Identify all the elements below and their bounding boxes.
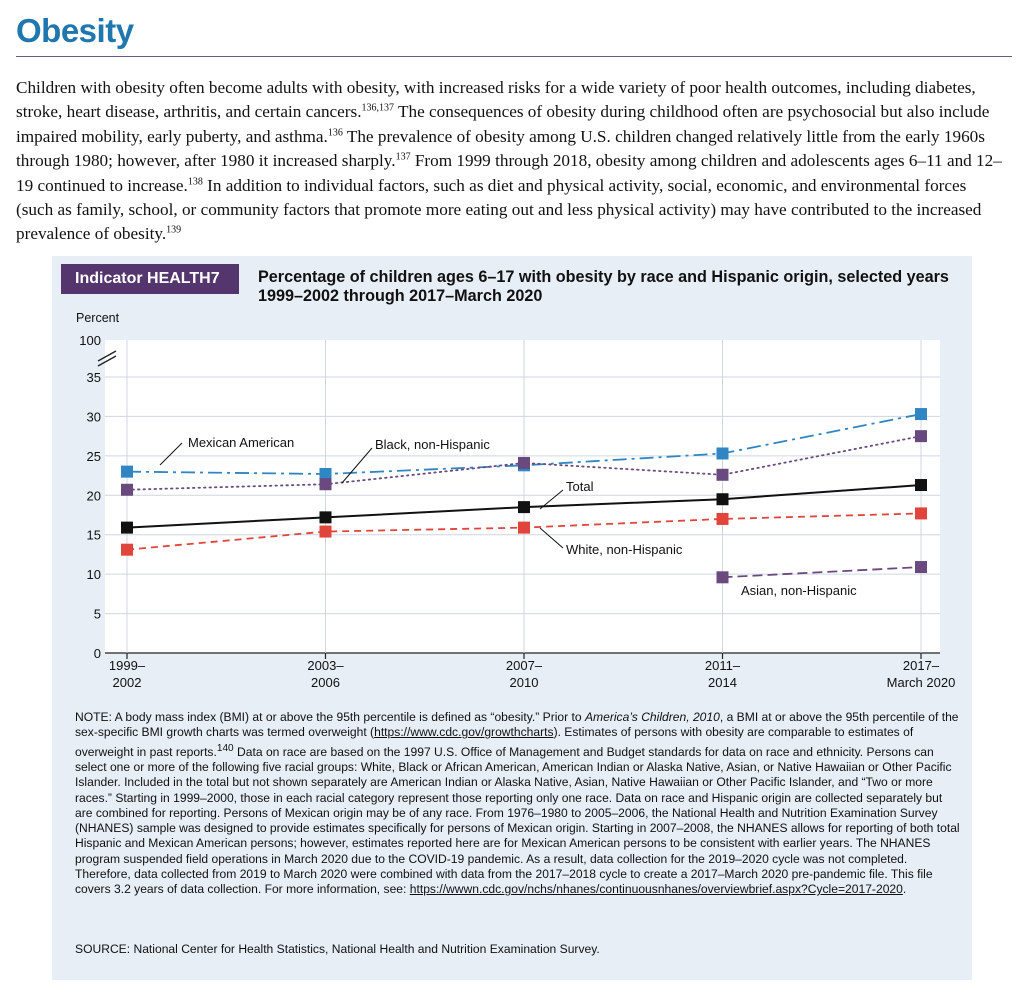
data-point-white-non-hispanic bbox=[518, 521, 530, 534]
series-label-leader bbox=[341, 447, 373, 484]
data-point-black-non-hispanic bbox=[319, 478, 332, 491]
data-point-total bbox=[319, 511, 332, 524]
note-text: NOTE: A body mass index (BMI) at or abov… bbox=[75, 710, 585, 724]
series-line-asian-non-hispanic bbox=[722, 566, 922, 579]
x-tick-label: 2007– bbox=[506, 658, 543, 673]
series-label: Black, non-Hispanic bbox=[375, 437, 490, 452]
series-label-leader bbox=[159, 442, 183, 466]
figure-title: Percentage of children ages 6–17 with ob… bbox=[258, 268, 949, 305]
obesity-line-chart: 0 5 10 15 20 25 30 35 100 Percent 1999– 2002 2003– 20… bbox=[76, 311, 956, 690]
note-link[interactable]: https://www.cdc.gov/growthcharts bbox=[374, 725, 554, 740]
heading-divider bbox=[16, 56, 1012, 57]
citation-ref: 136,137 bbox=[361, 102, 395, 114]
citation-ref: 140 bbox=[216, 742, 234, 754]
data-point-white-non-hispanic bbox=[915, 507, 927, 520]
data-point-total bbox=[915, 479, 927, 492]
note-text: ). Estimates of persons with obesity are… bbox=[75, 725, 914, 759]
series-label: Asian, non-Hispanic bbox=[741, 583, 857, 598]
x-tick-label: 2011– bbox=[705, 658, 741, 673]
note-text: , a BMI at or above the 95th percentile … bbox=[75, 710, 959, 740]
note-link[interactable]: https://wwwn.cdc.gov/nchs/nhanes/continu… bbox=[409, 882, 903, 897]
series-label-leader bbox=[539, 527, 564, 549]
note-italic: America’s Children, 2010 bbox=[584, 710, 720, 724]
y-tick-label: 25 bbox=[87, 449, 101, 464]
series-label: Total bbox=[566, 479, 594, 494]
x-tick-label: 2006 bbox=[311, 675, 340, 690]
note-text: Data on race are based on the 1997 U.S. … bbox=[75, 744, 960, 897]
y-tick-label: 5 bbox=[94, 607, 101, 622]
data-point-mexican-american bbox=[915, 408, 927, 421]
data-point-mexican-american bbox=[716, 447, 729, 460]
intro-paragraph: Children with obesity often become adult… bbox=[16, 76, 1006, 247]
series-label-leader bbox=[539, 489, 564, 510]
page-heading: Obesity bbox=[16, 12, 134, 49]
data-point-white-non-hispanic bbox=[121, 543, 133, 556]
data-point-total bbox=[518, 501, 530, 514]
x-tick-label: March 2020 bbox=[887, 675, 956, 690]
plot-area bbox=[105, 340, 940, 653]
y-tick-label: 35 bbox=[87, 370, 101, 385]
y-tick-label: 15 bbox=[87, 528, 101, 543]
citation-ref: 136 bbox=[327, 127, 343, 139]
data-point-white-non-hispanic bbox=[716, 512, 729, 525]
x-tick-label: 2002 bbox=[113, 675, 142, 690]
data-point-total bbox=[121, 521, 133, 534]
data-point-black-non-hispanic bbox=[915, 430, 927, 443]
y-tick-label: 0 bbox=[94, 646, 101, 661]
x-tick-label: 2010 bbox=[510, 675, 539, 690]
series-label: Mexican American bbox=[188, 435, 294, 450]
x-tick-label: 1999– bbox=[109, 658, 146, 673]
y-tick-label: 20 bbox=[87, 488, 101, 503]
data-point-white-non-hispanic bbox=[319, 525, 332, 538]
figure-note: NOTE: A body mass index (BMI) at or abov… bbox=[75, 710, 960, 898]
data-point-total bbox=[716, 493, 729, 506]
intro-text: In addition to individual factors, such … bbox=[16, 175, 982, 244]
intro-text: From 1999 through 2018, obesity among ch… bbox=[16, 151, 1002, 195]
note-text: . bbox=[902, 882, 907, 897]
axis-break-mark bbox=[97, 350, 117, 362]
citation-ref: 137 bbox=[395, 151, 411, 163]
indicator-badge: Indicator HEALTH7 bbox=[61, 264, 239, 294]
y-top-tick-label: 100 bbox=[79, 333, 101, 348]
x-tick-label: 2014 bbox=[708, 675, 737, 690]
data-point-mexican-american bbox=[121, 465, 133, 478]
data-point-black-non-hispanic bbox=[716, 468, 729, 481]
data-point-asian-non-hispanic bbox=[716, 571, 729, 584]
citation-ref: 138 bbox=[187, 175, 203, 187]
intro-text: The consequences of obesity during child… bbox=[16, 102, 990, 146]
y-axis-label: Percent bbox=[76, 311, 120, 325]
x-tick-label: 2003– bbox=[307, 658, 344, 673]
citation-ref: 139 bbox=[166, 224, 182, 236]
data-point-black-non-hispanic bbox=[121, 483, 133, 496]
series-label: White, non-Hispanic bbox=[566, 542, 683, 557]
data-point-black-non-hispanic bbox=[518, 456, 530, 469]
axis-break-mark bbox=[97, 355, 117, 367]
data-point-mexican-american bbox=[319, 467, 332, 480]
intro-text: The prevalence of obesity among U.S. chi… bbox=[16, 126, 985, 171]
intro-text: Children with obesity often become adult… bbox=[16, 78, 976, 122]
data-point-asian-non-hispanic bbox=[915, 561, 927, 574]
x-tick-label: 2017– bbox=[903, 658, 940, 673]
figure-source: SOURCE: National Center for Health Stati… bbox=[75, 942, 600, 956]
y-tick-label: 10 bbox=[87, 567, 101, 582]
y-tick-label: 30 bbox=[87, 409, 101, 424]
